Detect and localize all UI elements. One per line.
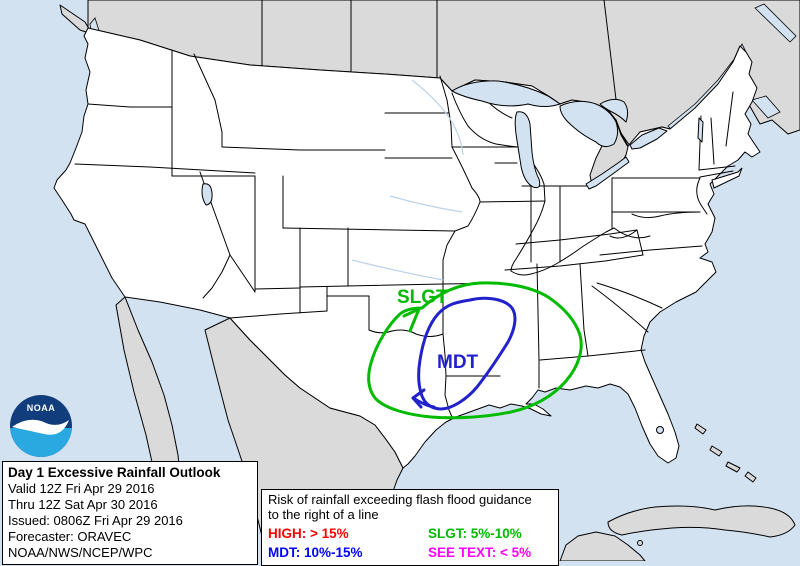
georgian-bay [599,98,629,123]
noaa-seagull-icon [12,419,69,435]
state-borders [74,49,736,418]
legend-description-line2: to the right of a line [268,507,379,522]
lake-michigan [514,111,541,189]
cuba [607,505,796,538]
thru-time: Thru 12Z Sat Apr 30 2016 [8,497,158,512]
legend-description-line1: Risk of rainfall exceeding flash flood g… [268,492,532,507]
great-salt-lake [201,183,213,206]
lake-champlain [697,117,704,143]
lake-erie [585,156,630,190]
lake-huron [559,100,619,148]
lake-okeechobee [656,426,664,434]
noaa-logo-sea [10,428,72,457]
long-island [711,167,743,189]
lake-superior [451,80,561,107]
moderate-risk-contour [411,296,517,411]
risk-legend-box: Risk of rainfall exceeding flash flood g… [261,489,559,566]
outlook-title: Day 1 Excessive Rainfall Outlook [8,465,221,480]
slight-risk-contour [367,281,583,420]
bay-of-fundy [751,95,781,119]
great-lakes [201,80,704,434]
noaa-logo: NOAA [10,395,72,457]
outlook-info-box: Day 1 Excessive Rainfall Outlook Valid 1… [2,461,258,565]
us-landmass [53,27,761,469]
legend-grid: HIGH: > 15% SLGT: 5%-10% MDT: 10%-15% SE… [268,524,552,562]
legend-item-slgt: SLGT: 5%-10% [428,526,522,541]
slight-risk-label: SLGT [397,287,448,308]
bahamas [725,461,741,473]
lake-ontario [629,127,668,150]
valid-time: Valid 12Z Fri Apr 29 2016 [8,481,155,496]
yucatan-peninsula [559,531,646,562]
legend-item-mdt: MDT: 10%-15% [268,545,363,560]
agency: NOAA/NWS/NCEP/WPC [8,545,153,560]
moderate-risk-label: MDT [437,352,479,373]
legend-item-see-text: SEE TEXT: < 5% [428,545,532,560]
noaa-logo-text: NOAA [27,403,56,413]
slight-contour-arrowhead [402,307,421,333]
moderate-contour-arrowhead [411,388,426,409]
legend-item-high: HIGH: > 15% [268,526,349,541]
river-traces [351,79,464,281]
issued-time: Issued: 0806Z Fri Apr 29 2016 [8,513,183,528]
forecaster: Forecaster: ORAVEC [8,529,132,544]
canada-province-borders [261,0,619,117]
